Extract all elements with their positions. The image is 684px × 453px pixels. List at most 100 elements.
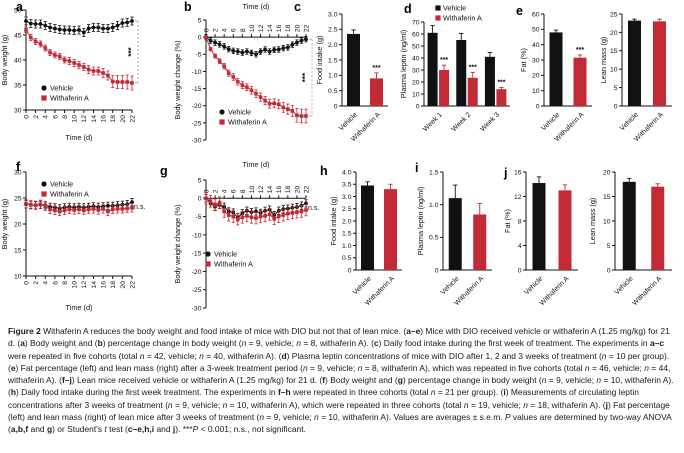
svg-text:18: 18 [285, 186, 292, 194]
panel-j-label: j [504, 166, 508, 180]
svg-text:16: 16 [100, 281, 107, 289]
svg-text:35: 35 [14, 82, 22, 89]
svg-text:20: 20 [294, 186, 301, 194]
svg-text:Week 2: Week 2 [451, 111, 473, 133]
panel-e-label: e [516, 4, 523, 18]
panel-f-label: f [16, 160, 21, 174]
svg-text:16: 16 [100, 115, 107, 123]
svg-text:Food intake (g): Food intake (g) [315, 35, 324, 84]
svg-text:***: *** [127, 46, 136, 56]
svg-text:Vehicle: Vehicle [440, 275, 461, 296]
svg-text:10: 10 [249, 24, 256, 32]
svg-text:22: 22 [129, 281, 136, 289]
svg-text:0.5: 0.5 [429, 235, 439, 242]
caption-segment: = 9, vehicle; [307, 362, 358, 373]
panel-c-foodintake-bar-chart: 0 0.5 1.0 1.5 2.0 2.5 3.0 Food intake (g) Vehicl… [290, 0, 394, 157]
svg-text:8: 8 [62, 115, 69, 119]
caption-segment: j [605, 399, 608, 410]
caption-segment: and [28, 424, 47, 434]
svg-text:2.0: 2.0 [342, 218, 352, 225]
caption-segment: ) or Student's [52, 424, 105, 434]
caption-segment: c–e,h,i [127, 424, 155, 434]
svg-text:22: 22 [303, 186, 310, 194]
svg-text:Vehicle: Vehicle [619, 111, 640, 132]
svg-text:Time (d): Time (d) [66, 303, 93, 312]
svg-text:8: 8 [518, 218, 522, 225]
svg-text:30: 30 [14, 169, 22, 176]
panel-a-bodyweight-line-chart: 30 35 40 45 50 Body weight (g) 0 2 4 6 8 10 12 14 16 18… [0, 0, 162, 157]
panel-d-label: d [404, 2, 412, 16]
svg-text:10: 10 [14, 273, 22, 280]
svg-text:0: 0 [416, 103, 420, 110]
caption-segment: were repeated in three cohorts (total [290, 387, 431, 398]
caption-segment: f–j [61, 375, 72, 385]
svg-text:60: 60 [412, 31, 420, 38]
svg-text:Withaferin A: Withaferin A [214, 260, 253, 269]
panel-j-leanmass-bar-chart: 0 5 10 15 20 Lean mass (g) Vehicle Withaferin A [588, 158, 680, 327]
svg-text:2: 2 [212, 28, 219, 32]
svg-text:-30: -30 [192, 305, 202, 312]
caption-segment: = 9, vehicle; [264, 411, 315, 422]
svg-text:Body weight (g): Body weight (g) [0, 35, 9, 86]
svg-text:2.5: 2.5 [328, 27, 338, 34]
panel-i-label: i [415, 161, 419, 175]
svg-text:0: 0 [203, 28, 210, 32]
svg-text:20: 20 [120, 115, 127, 123]
svg-text:***: *** [497, 79, 505, 86]
svg-text:Body weight change (%): Body weight change (%) [173, 204, 182, 283]
caption-segment: = 10, withaferin A). Values are averages… [318, 411, 505, 422]
svg-text:12: 12 [258, 24, 265, 32]
svg-text:30: 30 [14, 107, 22, 114]
panel-i-leptin-bar-chart: 0 0.5 1.0 1.5 Plasma leptin (ng/ml) Vehicle Wi… [400, 158, 504, 327]
svg-text:10: 10 [532, 88, 540, 95]
svg-text:-25: -25 [192, 120, 202, 127]
svg-text:Lean mass (g): Lean mass (g) [599, 37, 608, 84]
svg-text:0: 0 [198, 196, 202, 203]
svg-text:-5: -5 [195, 52, 201, 59]
svg-text:50: 50 [412, 43, 420, 50]
svg-text:Vehicle: Vehicle [540, 111, 561, 132]
panel-e-leanmass-bar-chart: 0 5 10 15 20 25 Lean mass (g) Vehicle Withaferin… [598, 0, 684, 157]
caption-segment: n [241, 338, 247, 349]
svg-text:20: 20 [14, 221, 22, 228]
svg-text:2.5: 2.5 [342, 206, 352, 213]
svg-text:16: 16 [276, 186, 283, 194]
caption-segment: n [644, 362, 649, 373]
svg-text:-10: -10 [192, 69, 202, 76]
caption-segment: = 19, vehicle; [468, 399, 524, 410]
panel-c-label: c [294, 0, 301, 14]
svg-text:5: 5 [198, 17, 202, 24]
svg-text:0: 0 [203, 189, 210, 193]
svg-text:Time (d): Time (d) [243, 2, 270, 11]
svg-text:-15: -15 [192, 251, 202, 258]
panel-j-fat-bar-chart: 0 4 8 12 16 Fat (%) Vehicle Withaferin A [498, 158, 586, 327]
svg-text:Withaferin A: Withaferin A [50, 190, 89, 199]
svg-text:70: 70 [412, 19, 420, 26]
svg-text:10: 10 [249, 186, 256, 194]
svg-text:5: 5 [198, 177, 202, 184]
caption-segment: n [167, 399, 173, 410]
caption-segment: values are determined by two-way ANOVA ( [8, 411, 672, 434]
caption-segment: = 40, withaferin A). ( [203, 350, 282, 361]
panel-e-fat-bar-chart: 0 10 20 30 40 50 60 Fat (%) Vehicle *** Withaferin… [512, 0, 598, 157]
caption-segment: ). *** [175, 424, 193, 434]
svg-text:-30: -30 [192, 137, 202, 144]
caption-segment: ) percentage change in body weight ( [102, 338, 242, 349]
svg-text:4: 4 [43, 281, 50, 285]
svg-text:40: 40 [14, 57, 22, 64]
svg-text:0: 0 [348, 267, 352, 274]
svg-text:6: 6 [231, 189, 238, 193]
chart-svg-h: 0 0.5 1.0 1.5 2.0 2.5 3.0 3.5 4.0 Food intake (g)… [329, 169, 402, 307]
caption-segment: j [172, 424, 176, 434]
caption-segment: i [503, 387, 506, 398]
svg-text:4: 4 [518, 243, 522, 250]
panel-g-label: g [160, 164, 168, 178]
svg-text:Lean mass (g): Lean mass (g) [588, 198, 597, 245]
panel-a-label: a [16, 0, 23, 14]
svg-text:12: 12 [81, 115, 88, 123]
svg-text:Withaferin A: Withaferin A [443, 14, 482, 23]
caption-segment: d [281, 350, 287, 361]
chart-svg-a: 30 35 40 45 50 Body weight (g) 0 2 4 6 8 10 12 14 16 18… [0, 7, 139, 142]
